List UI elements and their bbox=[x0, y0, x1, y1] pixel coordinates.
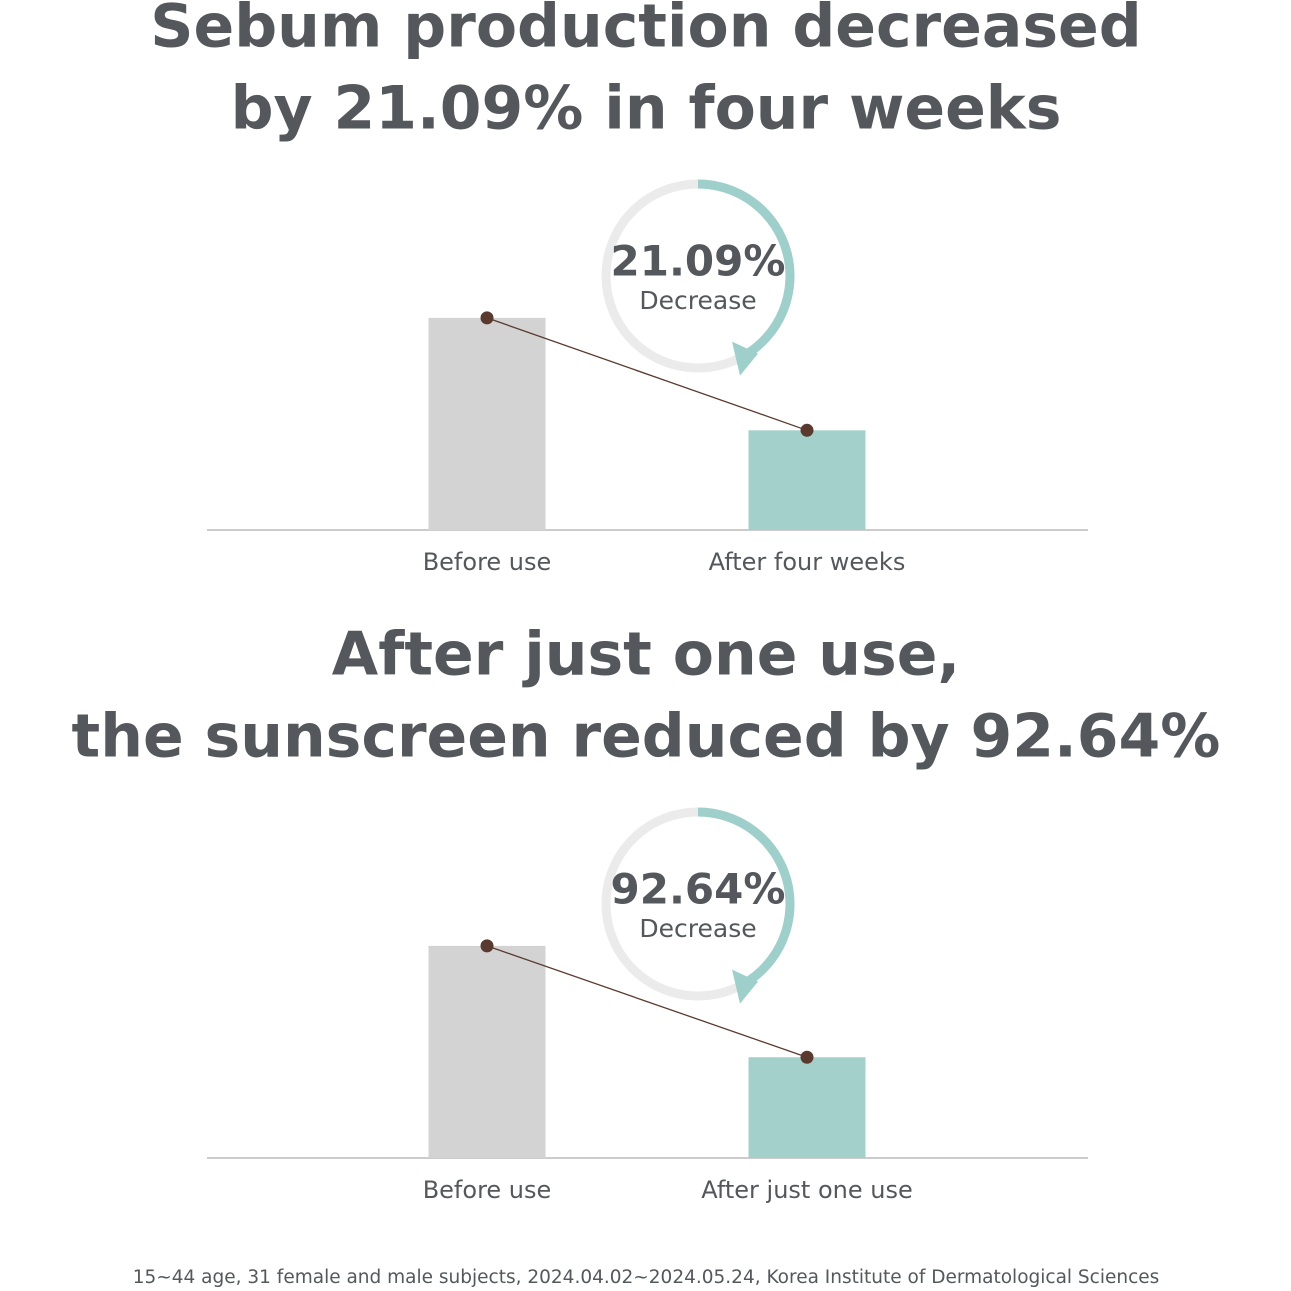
chart-title: After just one use, bbox=[332, 620, 960, 690]
chart-title: by 21.09% in four weeks bbox=[231, 74, 1062, 144]
bar bbox=[748, 1057, 866, 1158]
callout-value: 92.64% bbox=[611, 865, 786, 914]
callout-note: Decrease bbox=[639, 914, 756, 943]
point bbox=[480, 311, 494, 325]
x-tick-label: Before use bbox=[423, 548, 552, 576]
bar bbox=[748, 430, 866, 530]
footnote: 15~44 age, 31 female and male subjects, … bbox=[133, 1267, 1160, 1288]
ring-arrow bbox=[732, 341, 758, 376]
bar bbox=[428, 317, 546, 530]
callout-note: Decrease bbox=[639, 286, 756, 315]
point bbox=[800, 1050, 814, 1064]
ring-arrow bbox=[732, 969, 758, 1004]
callout-value: 21.09% bbox=[611, 237, 786, 286]
point bbox=[480, 939, 494, 953]
x-tick-label: Before use bbox=[423, 1176, 552, 1204]
bar bbox=[428, 945, 546, 1158]
x-tick-label: After just one use bbox=[701, 1176, 912, 1204]
point bbox=[800, 423, 814, 437]
chart-title: Sebum production decreased bbox=[150, 0, 1141, 62]
chart-title: the sunscreen reduced by 92.64% bbox=[72, 702, 1221, 772]
ring-arc bbox=[697, 179, 795, 360]
trend-line bbox=[486, 317, 808, 431]
ring-arc bbox=[697, 807, 795, 988]
trend-line bbox=[486, 945, 808, 1058]
x-tick-label: After four weeks bbox=[709, 548, 906, 576]
